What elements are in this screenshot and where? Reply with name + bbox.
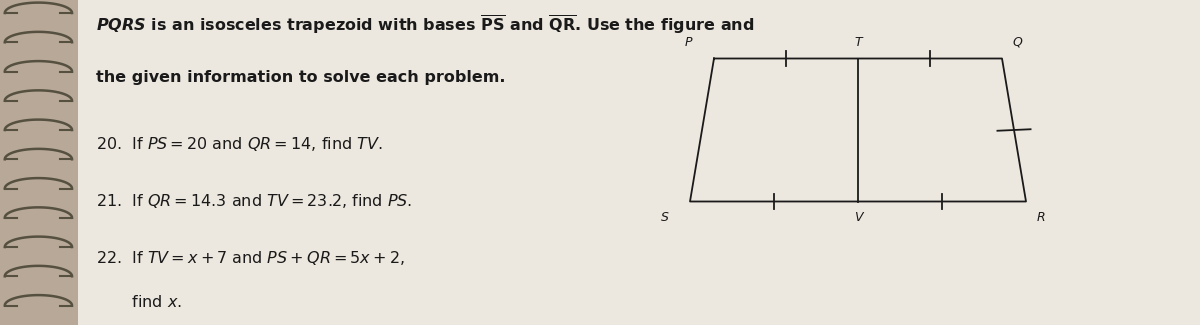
Text: Q: Q (1013, 36, 1022, 49)
Text: 22.  If $TV = x + 7$ and $PS + QR = 5x + 2$,: 22. If $TV = x + 7$ and $PS + QR = 5x + … (96, 249, 404, 266)
Text: P: P (685, 36, 692, 49)
Text: find $x$.: find $x$. (96, 294, 182, 310)
Text: 21.  If $QR = 14.3$ and $TV = 23.2$, find $PS$.: 21. If $QR = 14.3$ and $TV = 23.2$, find… (96, 192, 413, 210)
Text: $\bfit{PQRS}$ is an isosceles trapezoid with bases $\mathbf{\overline{PS}}$ and : $\bfit{PQRS}$ is an isosceles trapezoid … (96, 13, 755, 36)
Text: R: R (1037, 211, 1045, 224)
Text: S: S (660, 211, 668, 224)
Text: the given information to solve each problem.: the given information to solve each prob… (96, 70, 505, 85)
Text: T: T (854, 36, 862, 49)
Text: V: V (853, 211, 863, 224)
Text: 20.  If $PS = 20$ and $QR = 14$, find $TV$.: 20. If $PS = 20$ and $QR = 14$, find $TV… (96, 135, 383, 153)
